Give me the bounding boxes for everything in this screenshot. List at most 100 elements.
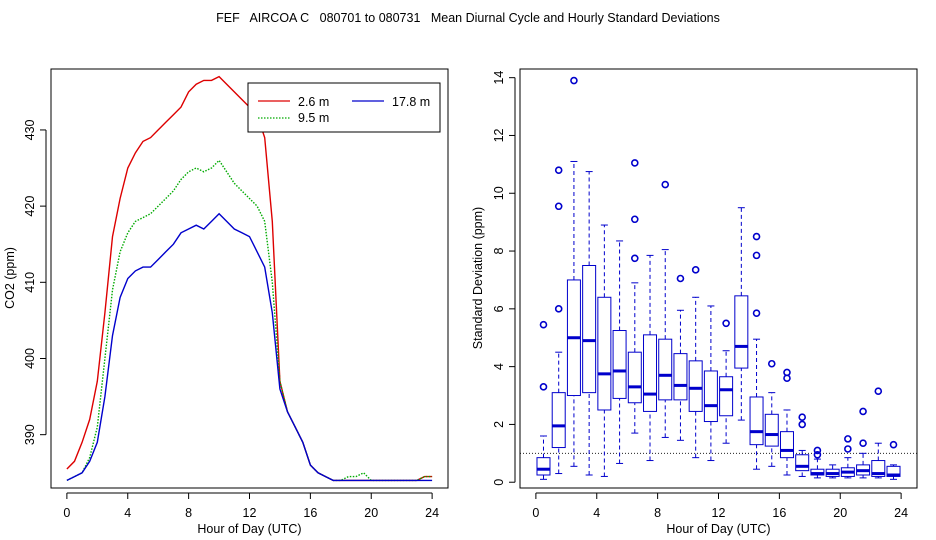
left-x-tick-label: 4 [124,506,131,520]
right-y-tick-label: 6 [492,305,506,312]
right-y-tick-label: 0 [492,479,506,486]
box-iqr [673,353,688,401]
boxplot-hour-5.5 [612,240,627,464]
boxplot-hour-18.5 [810,446,825,479]
boxplot-hour-15.5 [764,359,779,467]
boxplot-hour-22.5 [871,387,886,479]
right-x-tick-label: 16 [772,506,786,520]
left-x-tick-label: 12 [243,506,257,520]
outlier-point [691,266,700,274]
boxplots [536,76,901,480]
legend-label-17-8m: 17.8 m [392,95,430,109]
outlier-point [752,309,761,317]
outlier-point [630,215,639,224]
outlier-point [539,383,548,391]
right-x-tick-label: 4 [593,506,600,520]
left-y-tick-label: 390 [23,424,37,445]
right-x-axis-label: Hour of Day (UTC) [666,522,770,536]
co2-series-lines [66,75,433,482]
outlier-point [859,407,867,416]
right-x-tick-label: 0 [532,506,539,520]
outlier-point [783,368,791,377]
right-x-tick-label: 8 [654,506,661,520]
legend-label-9-5m: 9.5 m [298,111,329,125]
left-plot-frame [50,68,449,489]
box-iqr [597,296,612,411]
outlier-point [554,305,563,313]
boxplot-hour-11.5 [703,305,718,462]
boxplot-hour-6.5 [627,159,642,434]
boxplot-hour-1.5 [551,166,566,475]
co2-diurnal-panel: 0 4 8 12 16 20 24 390 400 410 420 430 Hour of Day (… [3,68,449,536]
outlier-point [676,274,685,283]
left-y-tick-label: 430 [23,119,37,140]
boxplot-hour-9.5 [673,274,688,441]
boxplot-hour-13.5 [734,207,749,421]
outlier-point [859,439,867,448]
boxplot-hour-2.5 [566,76,581,467]
box-iqr [612,330,627,399]
boxplot-hour-20.5 [840,435,855,479]
outlier-point [630,254,639,263]
box-iqr [536,457,551,476]
outlier-point [813,450,822,459]
outlier-point [661,180,670,189]
legend-box [247,82,441,133]
right-y-tick-label: 4 [492,363,506,370]
right-y-tick-label: 2 [492,421,506,428]
box-iqr [749,396,764,446]
box-iqr [703,370,718,423]
outlier-point [752,232,761,241]
right-x-tick-label: 12 [712,506,726,520]
outlier-point [767,359,776,368]
boxplot-hour-16.5 [779,368,794,476]
left-y-axis-label: CO2 (ppm) [3,247,17,309]
figure-title: FEF AIRCOA C 080701 to 080731 Mean Diurn… [216,11,720,25]
left-x-axis-label: Hour of Day (UTC) [197,522,301,536]
boxplot-hour-7.5 [643,254,658,462]
right-y-tick-label: 12 [492,128,506,142]
boxplot-hour-10.5 [688,266,703,459]
boxplot-hour-19.5 [825,464,840,479]
left-x-tick-label: 16 [303,506,317,520]
right-plot-frame [519,68,918,489]
outlier-point [874,387,883,395]
box-iqr [795,454,810,472]
outlier-point [798,420,807,429]
legend-label-2-6m: 2.6 m [298,95,329,109]
box-iqr [643,334,658,412]
outlier-point [844,435,852,443]
boxplot-hour-23.5 [886,440,901,480]
left-y-tick-label: 400 [23,348,37,369]
series-line-17-8-m [66,212,433,482]
right-x-tick-label: 24 [894,506,908,520]
box-iqr [582,264,597,394]
left-y-tick-label: 410 [23,272,37,293]
outlier-point [554,202,563,211]
series-line-9-5-m [66,159,433,482]
boxplot-hour-21.5 [856,407,871,479]
outlier-point [798,413,807,422]
boxplot-hour-4.5 [597,224,612,477]
box-iqr [779,431,794,459]
outlier-point [570,76,578,85]
right-y-axis-label: Standard Deviation (ppm) [471,207,485,349]
outlier-point [752,251,761,260]
box-iqr [734,295,749,369]
left-axes: 0 4 8 12 16 20 24 390 400 410 420 430 [23,119,439,520]
outlier-point [722,319,730,328]
box-iqr [764,413,779,447]
outlier-point [813,446,822,455]
left-x-tick-label: 0 [63,506,70,520]
outlier-point [630,159,639,167]
box-iqr [658,338,673,401]
box-iqr [627,351,642,404]
right-y-tick-label: 8 [492,248,506,255]
box-iqr [551,392,566,449]
legend: 2.6 m 9.5 m 17.8 m [247,82,441,133]
box-iqr [688,360,703,412]
boxplot-hour-0.5 [536,320,551,480]
